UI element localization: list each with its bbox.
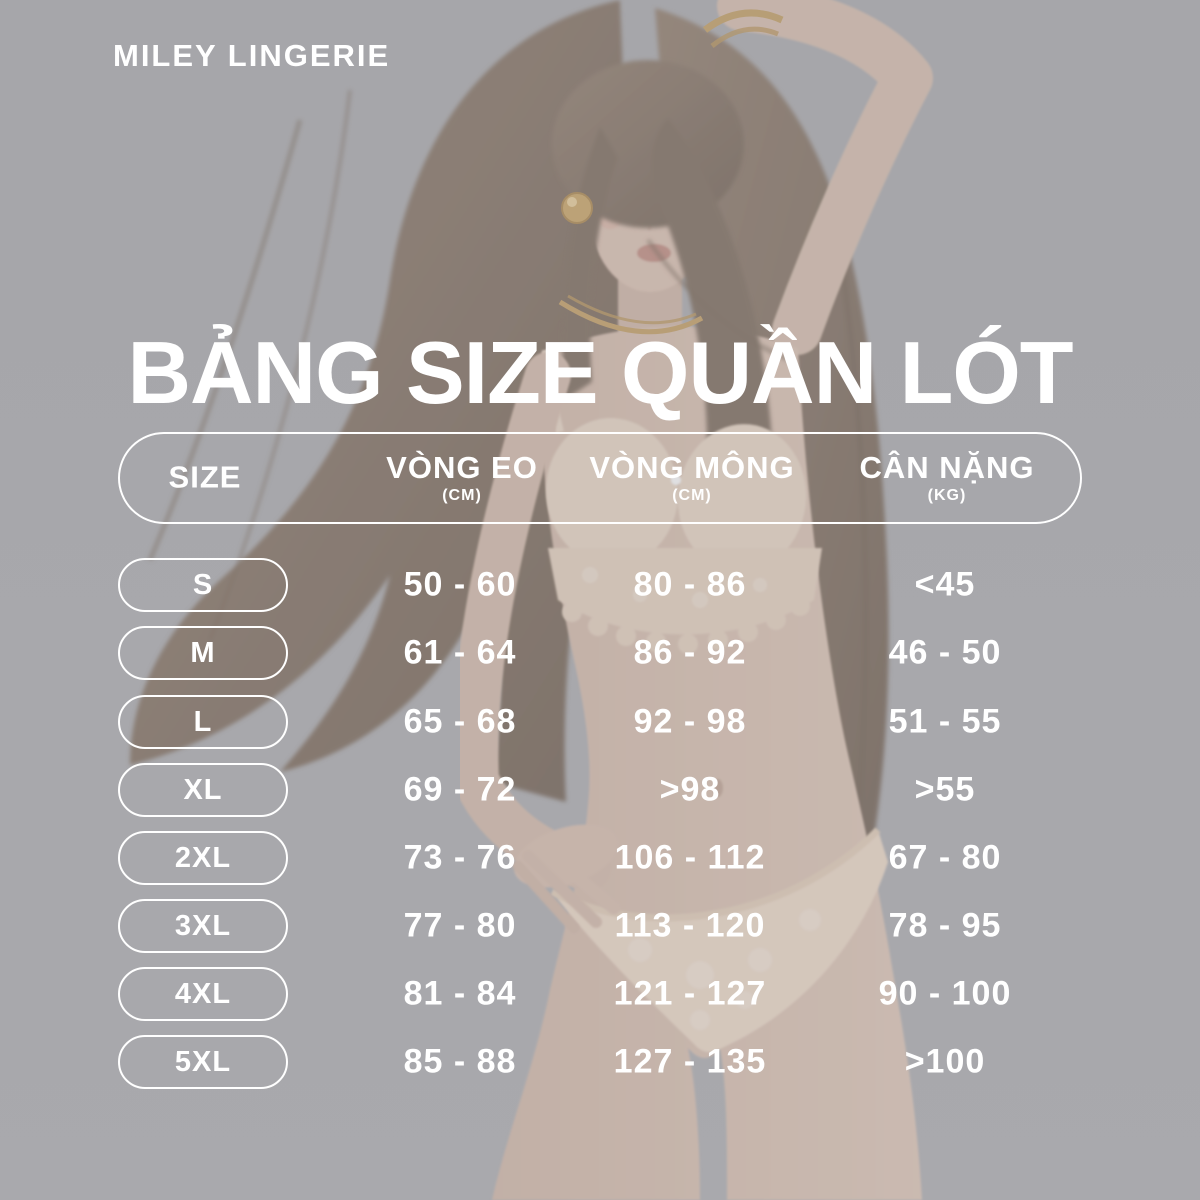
bra-band bbox=[548, 548, 822, 635]
weight-value: >100 bbox=[904, 1042, 986, 1081]
bra-cup bbox=[677, 424, 807, 572]
hip-value: 121 - 127 bbox=[613, 974, 767, 1013]
header-hip-unit: (CM) bbox=[672, 486, 712, 504]
hip-value: 113 - 120 bbox=[614, 906, 766, 945]
waist-value: 61 - 64 bbox=[403, 633, 517, 672]
size-badge: 3XL bbox=[118, 899, 288, 953]
waist-value: 73 - 76 bbox=[403, 838, 517, 877]
size-badge: S bbox=[118, 558, 288, 612]
hip-value: 86 - 92 bbox=[633, 633, 747, 672]
size-badge: 4XL bbox=[118, 967, 288, 1021]
size-label: 3XL bbox=[174, 909, 232, 942]
waist-value: 81 - 84 bbox=[403, 974, 517, 1013]
size-label: S bbox=[192, 568, 214, 601]
page-title: BẢNG SIZE QUẦN LÓT bbox=[127, 323, 1073, 422]
size-label: 4XL bbox=[174, 977, 232, 1010]
hip-value: >98 bbox=[659, 770, 721, 809]
header-size: SIZE bbox=[168, 459, 242, 495]
hip-value: 92 - 98 bbox=[633, 702, 747, 741]
size-badge: 5XL bbox=[118, 1035, 288, 1089]
weight-value: 67 - 80 bbox=[888, 838, 1002, 877]
jewelry bbox=[558, 9, 784, 335]
size-label: 5XL bbox=[174, 1045, 232, 1078]
raised-arm bbox=[717, 0, 933, 355]
header-weight: CÂN NẶNG (KG) bbox=[859, 449, 1035, 504]
panty-waistband bbox=[550, 827, 881, 922]
header-waist-unit: (CM) bbox=[442, 486, 482, 504]
header-waist: VÒNG EO (CM) bbox=[386, 449, 538, 504]
hip-value: 127 - 135 bbox=[613, 1042, 767, 1081]
size-label: L bbox=[193, 705, 213, 738]
weight-value: 90 - 100 bbox=[878, 974, 1012, 1013]
size-label: 2XL bbox=[174, 841, 232, 874]
header-waist-label: VÒNG EO bbox=[386, 449, 538, 485]
hip-value: 80 - 86 bbox=[633, 565, 747, 604]
header-weight-label: CÂN NẶNG bbox=[859, 449, 1035, 485]
size-badge: M bbox=[118, 626, 288, 680]
weight-value: 46 - 50 bbox=[888, 633, 1002, 672]
waist-value: 85 - 88 bbox=[403, 1042, 517, 1081]
bracelet bbox=[702, 9, 784, 33]
model-left-arm bbox=[452, 352, 621, 934]
size-label: XL bbox=[183, 773, 223, 806]
bracelet bbox=[710, 26, 779, 48]
necklace bbox=[558, 299, 704, 335]
table-header: SIZE VÒNG EO (CM) VÒNG MÔNG (CM) CÂN NẶN… bbox=[118, 432, 1082, 524]
bra-lace-scallops bbox=[562, 596, 810, 654]
bra-lace-flowers bbox=[582, 567, 767, 608]
bra-cup bbox=[545, 418, 679, 566]
necklace bbox=[567, 294, 697, 325]
size-badge: L bbox=[118, 695, 288, 749]
header-size-label: SIZE bbox=[168, 459, 242, 495]
waist-value: 65 - 68 bbox=[403, 702, 517, 741]
hip-value: 106 - 112 bbox=[614, 838, 766, 877]
lingerie-set bbox=[542, 349, 888, 1053]
panty-lace-flowers bbox=[628, 909, 821, 1030]
navel bbox=[713, 779, 723, 797]
size-badge: XL bbox=[118, 763, 288, 817]
waist-value: 50 - 60 bbox=[403, 565, 517, 604]
header-hip: VÒNG MÔNG (CM) bbox=[589, 449, 795, 504]
header-hip-label: VÒNG MÔNG bbox=[589, 449, 795, 485]
waist-value: 77 - 80 bbox=[403, 906, 517, 945]
waist-value: 69 - 72 bbox=[403, 770, 517, 809]
size-badge: 2XL bbox=[118, 831, 288, 885]
brand-logo: MILEY LINGERIE bbox=[113, 38, 391, 73]
size-label: M bbox=[190, 636, 216, 669]
weight-value: <45 bbox=[914, 565, 976, 604]
bra-bow bbox=[671, 475, 681, 485]
weight-value: 78 - 95 bbox=[888, 906, 1002, 945]
weight-value: >55 bbox=[914, 770, 976, 809]
weight-value: 51 - 55 bbox=[888, 702, 1002, 741]
header-weight-unit: (KG) bbox=[927, 486, 967, 504]
